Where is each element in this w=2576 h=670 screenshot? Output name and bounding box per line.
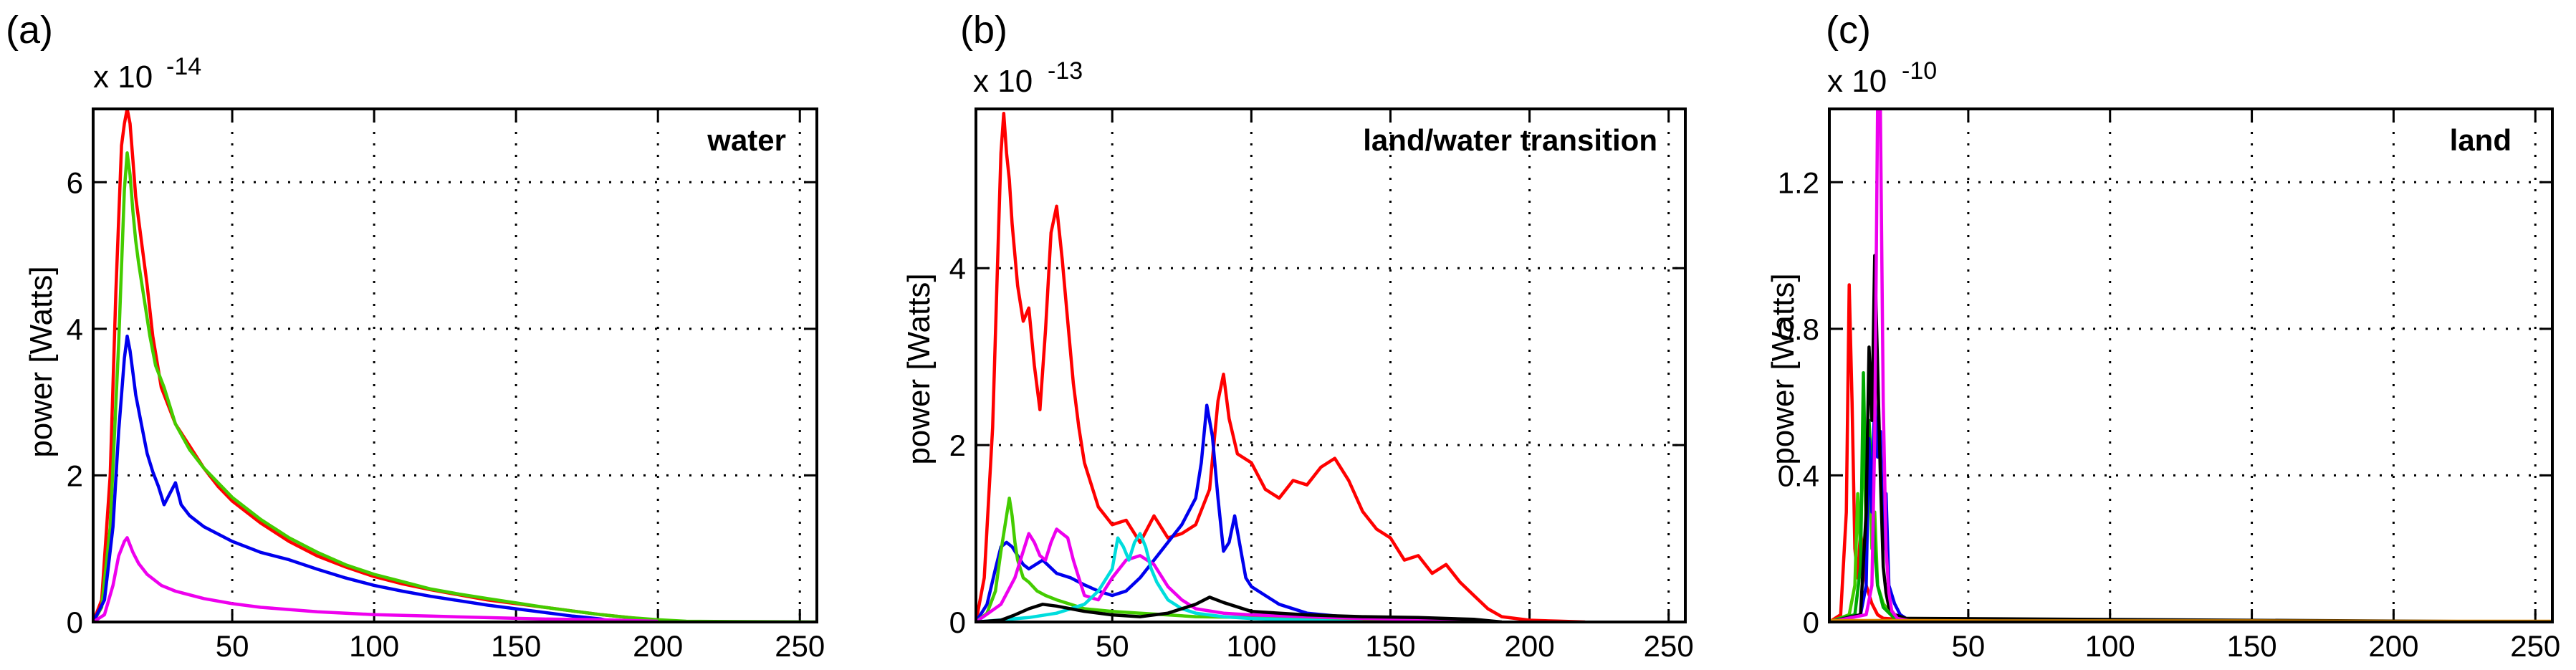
x-tick-label: 200 xyxy=(1505,629,1555,663)
x-tick-label: 50 xyxy=(1952,629,1986,663)
y-tick-label: 0.8 xyxy=(1778,312,1819,346)
plot-frame xyxy=(976,109,1685,622)
grid-lines xyxy=(93,109,817,622)
plot-frame xyxy=(93,109,817,622)
panel-label: (a) xyxy=(6,9,53,52)
series-line-3 xyxy=(93,336,616,622)
y-tick-label: 0 xyxy=(949,606,966,639)
x-tick-label: 150 xyxy=(1365,629,1415,663)
x-tick-label: 150 xyxy=(491,629,541,663)
series-line-1 xyxy=(93,109,672,622)
axis-ticks: 50 100 150 200 250 0 2 4 xyxy=(949,109,1694,663)
y-tick-label: 1.2 xyxy=(1778,166,1819,199)
x-tick-label: 250 xyxy=(1644,629,1694,663)
x-tick-label: 200 xyxy=(633,629,683,663)
x-tick-label: 100 xyxy=(1226,629,1276,663)
x-tick-label: 200 xyxy=(2368,629,2418,663)
region-annotation: land/water transition xyxy=(1363,123,1657,157)
axis-ticks: 50 100 150 200 250 0 2 4 6 xyxy=(67,109,825,663)
grid-lines xyxy=(1829,109,2552,622)
x-tick-label: 100 xyxy=(2085,629,2135,663)
panel-c: (c) x 10 -10 power [Watts] land 50 100 150… xyxy=(1766,9,2560,663)
series-line-2 xyxy=(976,406,1418,622)
axis-ticks: 50 100 150 200 250 0 0.4 0.8 1.2 xyxy=(1778,109,2561,663)
y-tick-label: 2 xyxy=(67,459,83,492)
y-axis-label: power [Watts] xyxy=(24,266,59,457)
y-tick-label: 0.4 xyxy=(1778,459,1819,492)
x-tick-label: 100 xyxy=(349,629,399,663)
scale-exponent-label: -10 xyxy=(1902,57,1937,85)
series-line-1 xyxy=(976,113,1585,622)
y-tick-label: 0 xyxy=(1803,606,1819,639)
region-annotation: water xyxy=(707,123,786,157)
plot-frame xyxy=(1829,109,2552,622)
x-tick-label: 50 xyxy=(1096,629,1129,663)
y-tick-label: 0 xyxy=(67,606,83,639)
grid-lines xyxy=(976,109,1685,622)
series-line-3 xyxy=(1829,373,2552,622)
panel-b: (b) x 10 -13 power [Watts] land/water tr… xyxy=(901,9,1694,663)
series-group xyxy=(93,109,817,622)
scale-base-label: x 10 xyxy=(973,64,1033,99)
series-group xyxy=(1829,109,2552,622)
series-line-4 xyxy=(976,529,1474,622)
panel-label: (b) xyxy=(960,9,1007,52)
scale-base-label: x 10 xyxy=(93,59,153,95)
series-line-2 xyxy=(1829,421,2552,622)
panel-label: (c) xyxy=(1826,9,1871,52)
series-line-2 xyxy=(93,153,817,622)
x-tick-label: 250 xyxy=(2510,629,2560,663)
y-tick-label: 4 xyxy=(67,312,83,346)
x-tick-label: 50 xyxy=(216,629,249,663)
series-line-5 xyxy=(1829,256,2552,622)
y-tick-label: 2 xyxy=(949,429,966,462)
region-annotation: land xyxy=(2450,123,2512,157)
series-line-6 xyxy=(1829,109,2552,622)
y-tick-label: 4 xyxy=(949,252,966,285)
y-tick-label: 6 xyxy=(67,166,83,199)
series-line-1 xyxy=(1829,285,2552,623)
scale-exponent-label: -14 xyxy=(166,53,201,80)
scale-exponent-label: -13 xyxy=(1048,57,1083,85)
x-tick-label: 250 xyxy=(775,629,825,663)
series-line-4 xyxy=(1829,395,2552,622)
series-line-4 xyxy=(93,537,658,622)
x-tick-label: 150 xyxy=(2227,629,2277,663)
panel-a: (a) x 10 -14 power [Watts] water 50 100 15… xyxy=(6,9,825,663)
y-axis-label: power [Watts] xyxy=(901,273,937,464)
y-axis-label: power [Watts] xyxy=(1766,273,1801,464)
series-group xyxy=(976,113,1585,622)
scale-base-label: x 10 xyxy=(1827,64,1887,99)
